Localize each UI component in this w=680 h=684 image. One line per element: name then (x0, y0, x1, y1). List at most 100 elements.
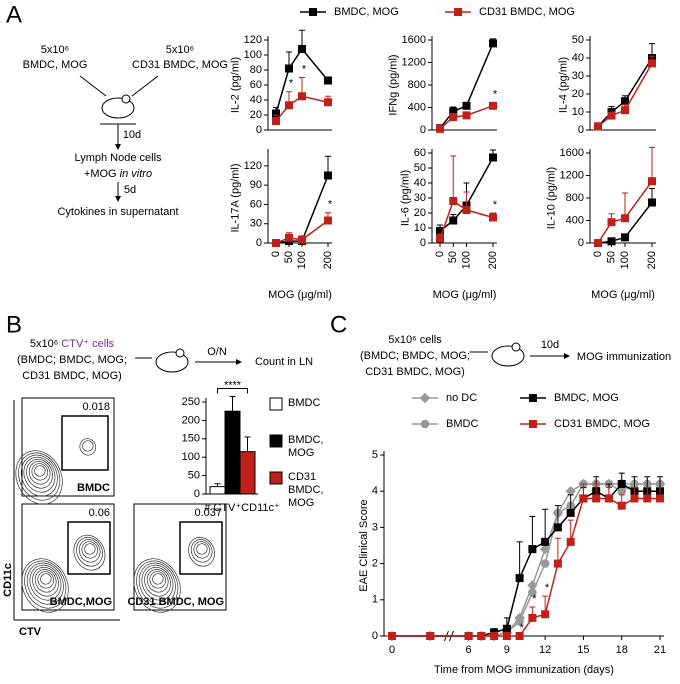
bar (209, 486, 226, 495)
y-tick-label: 120 (244, 160, 262, 172)
y-tick-label: 80 (250, 64, 262, 76)
marker (419, 392, 431, 404)
gate-frequency: 0.018 (82, 401, 110, 413)
x-axis-label: MOG (μg/ml) (268, 289, 332, 301)
bar (224, 410, 241, 495)
series-line (597, 202, 653, 244)
marker (607, 111, 616, 120)
x-tick-label: 0 (434, 251, 446, 257)
y-tick-label: 0 (578, 124, 584, 136)
y-tick-label: 150 (182, 433, 200, 445)
y-tick-label: 90 (250, 179, 262, 191)
significance: * (289, 78, 294, 90)
error-bar (214, 483, 221, 487)
marker (489, 153, 497, 162)
marker (607, 218, 616, 227)
step: Lymph Node cells (74, 152, 162, 164)
dye: CTV⁺ cells (61, 338, 114, 350)
series-line (275, 95, 329, 122)
flow-panels: 0.018 BMDC 0.06 BMDC,MOG 0.037 CD31 BMDC… (2, 397, 227, 638)
marker (449, 113, 458, 122)
error-bar (554, 537, 561, 564)
marker (285, 233, 293, 242)
error-bar (244, 436, 251, 452)
x-tick-label: 6 (466, 644, 472, 656)
x-tick-label: 200 (646, 251, 658, 269)
marker (502, 624, 511, 633)
y-tick-label: 60 (250, 79, 262, 91)
y-tick-label: 0 (420, 237, 426, 249)
y-tick-label: 250 (182, 396, 200, 408)
y-axis-label: EAE Clinical Score (358, 499, 370, 591)
flow-frame (21, 397, 115, 497)
marker (621, 106, 629, 115)
mouse-ear (175, 348, 185, 358)
x-tick-label: 21 (654, 644, 666, 656)
contour (146, 569, 169, 593)
legend-label: no DC (446, 392, 477, 404)
y-tick-label: 4 (372, 485, 378, 497)
marker (436, 234, 444, 243)
contour (15, 450, 63, 505)
contour (37, 571, 55, 589)
series-line (597, 57, 653, 127)
readout: MOG immunization (577, 351, 671, 363)
marker (426, 632, 435, 640)
marker (449, 216, 458, 225)
y-tick-label: 1600 (560, 147, 584, 159)
contour (141, 564, 174, 601)
contour (26, 458, 53, 489)
mouse-ear (511, 342, 521, 352)
y-tick-label: 60 (414, 147, 426, 159)
x-tick-label: 18 (616, 644, 628, 656)
contour (82, 440, 94, 452)
contour (133, 558, 181, 613)
marker (617, 486, 627, 496)
x-tick-label: 200 (322, 251, 334, 269)
contour (23, 456, 56, 493)
legend-swatch (269, 471, 283, 485)
marker (621, 97, 629, 106)
marker (643, 494, 652, 503)
contour (21, 558, 69, 613)
legend-label: BMDC, MOG (334, 6, 399, 18)
y-tick-label: 1200 (560, 169, 584, 181)
y-tick-label: 2 (372, 558, 378, 570)
series-line (597, 63, 653, 127)
mouse-ear (121, 94, 131, 104)
arrow-head (115, 144, 121, 150)
y-tick-label: 20 (250, 109, 262, 121)
x-axis-label: MOG (μg/ml) (591, 289, 655, 301)
contour (81, 541, 99, 559)
y-tick-label: 200 (182, 414, 200, 426)
contour (149, 571, 167, 589)
x-axis-label: Time from MOG immunization (days) (434, 664, 614, 676)
error-bar (622, 192, 628, 219)
error-bar (516, 541, 523, 579)
group: BMDC, MOG (23, 59, 88, 71)
legend-swatch (269, 434, 283, 448)
significance: * (328, 199, 333, 211)
contour (136, 560, 179, 609)
marker (454, 8, 462, 16)
legend-swatch (269, 397, 283, 411)
contour (84, 543, 96, 555)
contour (34, 465, 46, 477)
legend-label: BMDC, MOG (288, 434, 324, 459)
x-tick-label: 50 (283, 251, 295, 263)
contour (188, 536, 215, 567)
series-line (439, 199, 494, 239)
marker (324, 76, 332, 85)
y-tick-label: 3 (372, 521, 378, 533)
flow-y-label: CD11c (2, 563, 14, 597)
contour (196, 543, 208, 555)
marker (272, 117, 280, 125)
schematic-a: 5x10⁶ BMDC, MOG 5x10⁶ CD31 BMDC, MOG 10d… (23, 44, 228, 218)
series-line (597, 180, 653, 244)
y-tick-label: 50 (572, 34, 584, 46)
marker (648, 59, 656, 68)
marker (566, 537, 575, 546)
significance: * (302, 63, 307, 75)
y-tick-label: 100 (182, 451, 200, 463)
legend-label: CD31 BMDC, MOG (288, 471, 324, 509)
